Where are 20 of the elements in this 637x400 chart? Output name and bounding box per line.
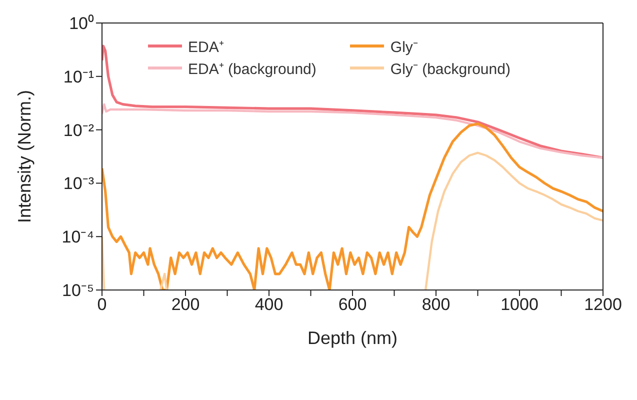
x-tick-label: 1000 bbox=[500, 295, 538, 314]
y-tick-label: 10⁻⁵ bbox=[62, 281, 94, 300]
x-tick-label: 1200 bbox=[584, 295, 622, 314]
x-tick-label: 400 bbox=[254, 295, 284, 314]
y-tick-label: 10⁻⁴ bbox=[62, 228, 94, 247]
legend-label: Gly⁻ (background) bbox=[390, 60, 510, 78]
x-tick-label: 200 bbox=[171, 295, 200, 314]
line-series bbox=[102, 103, 603, 159]
x-tick-label: 600 bbox=[338, 295, 367, 314]
y-tick-label: 10⁰ bbox=[69, 14, 94, 34]
y-tick-label: 10⁻² bbox=[63, 120, 94, 140]
y-axis-title: Intensity (Norm.) bbox=[14, 90, 34, 224]
legend-label: Gly⁻ bbox=[390, 38, 418, 56]
legend-label: EDA⁺ bbox=[188, 38, 224, 56]
x-tick-label: 800 bbox=[422, 295, 450, 314]
x-tick-label: 0 bbox=[97, 295, 107, 314]
y-tick-label: 10⁻¹ bbox=[63, 67, 94, 86]
y-tick-label: 10⁻³ bbox=[63, 174, 94, 194]
x-axis-title: Depth (nm) bbox=[307, 328, 398, 348]
legend-label: EDA⁺ (background) bbox=[188, 60, 316, 78]
